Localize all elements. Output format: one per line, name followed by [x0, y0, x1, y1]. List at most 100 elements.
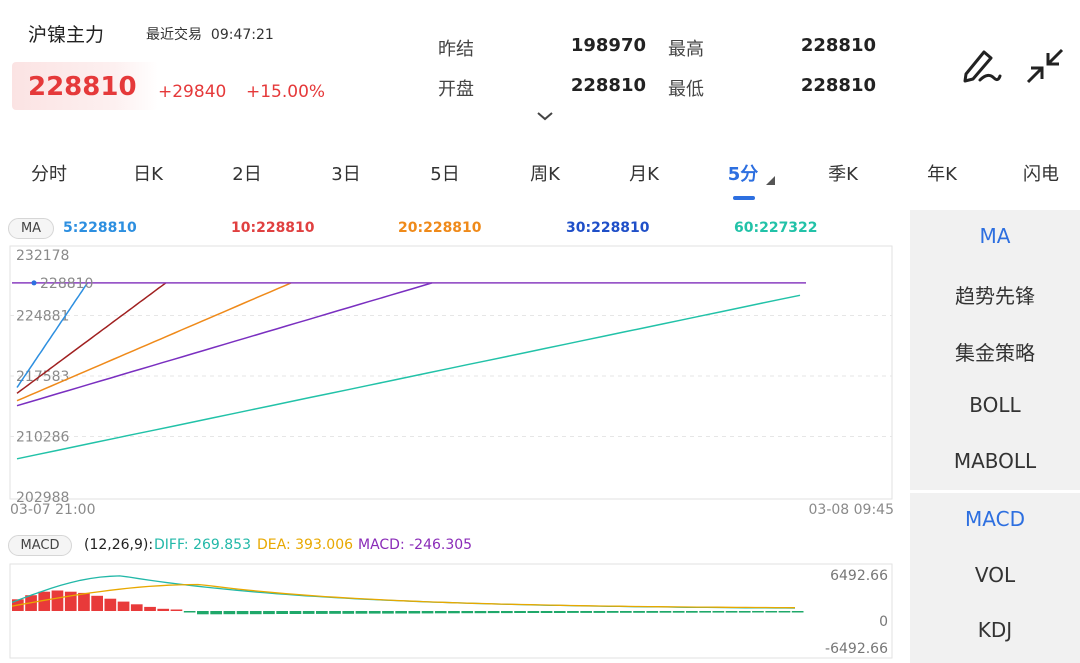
macd-bar	[421, 611, 434, 614]
macd-bar	[210, 611, 222, 615]
ma-line-10	[16, 282, 167, 394]
macd-bar	[646, 611, 659, 613]
last-trade-time: 最近交易 09:47:21	[146, 24, 274, 44]
prev-settle-label: 昨结	[438, 39, 474, 60]
tab-3[interactable]: 2日	[232, 164, 262, 185]
macd-bar	[395, 611, 407, 614]
macd-bar	[223, 611, 236, 615]
macd-bar	[672, 611, 685, 613]
price-highlight	[12, 62, 158, 110]
macd-bar	[620, 611, 632, 613]
side-main-item-4[interactable]: BOLL	[969, 393, 1021, 417]
macd-bar	[659, 611, 672, 613]
ma-line-60	[16, 294, 801, 460]
macd-y-tick-3: -6492.66	[825, 641, 888, 657]
side-main-item-5[interactable]: MABOLL	[953, 449, 1037, 473]
high-value: 228810	[800, 35, 876, 56]
side-panel-divider	[910, 490, 1080, 493]
ma-value-4: 30:228810	[566, 220, 650, 236]
macd-value: MACD: -246.305	[358, 537, 473, 553]
low-value: 228810	[800, 75, 876, 96]
macd-bar	[686, 611, 698, 613]
side-main-item-3[interactable]: 集金策略	[955, 341, 1035, 365]
macd-frame	[9, 563, 893, 659]
indicator-side-panel	[910, 210, 1080, 663]
macd-bar	[316, 611, 328, 614]
macd-bar	[514, 611, 526, 613]
macd-bar	[289, 611, 302, 614]
collapse-icon[interactable]	[1022, 44, 1068, 88]
side-sub-item-1[interactable]: MACD	[965, 507, 1025, 531]
macd-bar	[104, 598, 117, 611]
current-price-dot	[31, 280, 37, 286]
prev-settle-value: 198970	[570, 35, 646, 56]
last-trade-label: 最近交易	[146, 27, 202, 43]
ma-indicator-badge[interactable]: MA	[8, 218, 54, 239]
y-tick-label: 232178	[16, 248, 69, 264]
macd-dea: DEA: 393.006	[257, 537, 354, 553]
ma-line-20	[16, 282, 292, 402]
macd-bar	[434, 611, 447, 614]
low-label: 最低	[668, 79, 704, 100]
macd-bar	[197, 611, 209, 615]
macd-bar	[487, 611, 500, 614]
macd-bar	[580, 611, 592, 613]
macd-bar	[130, 604, 143, 611]
y-tick-label: 224881	[16, 308, 69, 324]
macd-bar	[474, 611, 487, 614]
macd-chart[interactable]: 6492.66 0 -6492.66	[0, 556, 910, 663]
macd-bar	[791, 611, 804, 613]
tab-7[interactable]: 月K	[629, 164, 659, 185]
macd-bar	[355, 611, 368, 614]
y-tick-label: 202988	[16, 490, 69, 506]
chevron-down-icon[interactable]	[536, 110, 554, 122]
macd-diff: DIFF: 269.853	[154, 537, 251, 553]
tab-10[interactable]: 年K	[927, 164, 957, 185]
tab-4[interactable]: 3日	[331, 164, 361, 185]
macd-bar	[633, 611, 645, 613]
macd-bar	[276, 611, 288, 614]
draw-pen-icon[interactable]	[958, 44, 1002, 86]
tab-6[interactable]: 周K	[530, 164, 560, 185]
side-sub-item-2[interactable]: VOL	[974, 563, 1016, 587]
tab-9[interactable]: 季K	[828, 164, 858, 185]
macd-indicator-badge[interactable]: MACD	[8, 535, 72, 556]
diff-line	[11, 575, 796, 609]
tab-1[interactable]: 分时	[31, 164, 67, 185]
price-change: +29840	[158, 82, 227, 102]
macd-bar	[64, 591, 77, 611]
macd-bar	[765, 611, 778, 613]
dropdown-corner-icon[interactable]	[766, 176, 775, 185]
macd-bar	[183, 611, 196, 613]
ma-line-5	[16, 282, 89, 388]
open-value: 228810	[570, 75, 646, 96]
macd-bar	[778, 611, 791, 613]
ma-value-1: 5:228810	[63, 220, 137, 236]
tab-5[interactable]: 5日	[430, 164, 460, 185]
last-price: 228810	[28, 72, 137, 102]
open-label: 开盘	[438, 79, 474, 100]
macd-bar	[567, 611, 579, 613]
macd-bar	[236, 611, 249, 615]
macd-bar	[342, 611, 355, 614]
ma-value-3: 20:228810	[398, 220, 482, 236]
tab-11[interactable]: 闪电	[1023, 164, 1059, 185]
macd-bar	[302, 611, 315, 614]
macd-bar	[699, 611, 711, 613]
macd-bar	[738, 611, 751, 613]
ma-value-5: 60:227322	[734, 220, 818, 236]
side-main-item-1[interactable]: MA	[979, 224, 1011, 248]
macd-bar	[368, 611, 381, 614]
macd-bar	[461, 611, 474, 614]
macd-bar	[38, 591, 51, 611]
high-label: 最高	[668, 39, 704, 60]
tab-2[interactable]: 日K	[133, 164, 163, 185]
side-main-item-2[interactable]: 趋势先锋	[955, 284, 1035, 308]
macd-bar	[712, 611, 725, 613]
tab-8[interactable]: 5分	[727, 164, 759, 185]
macd-bar	[501, 611, 513, 614]
side-sub-item-3[interactable]: KDJ	[977, 618, 1013, 642]
macd-bar	[78, 592, 90, 611]
y-tick-label: 217583	[16, 369, 69, 385]
